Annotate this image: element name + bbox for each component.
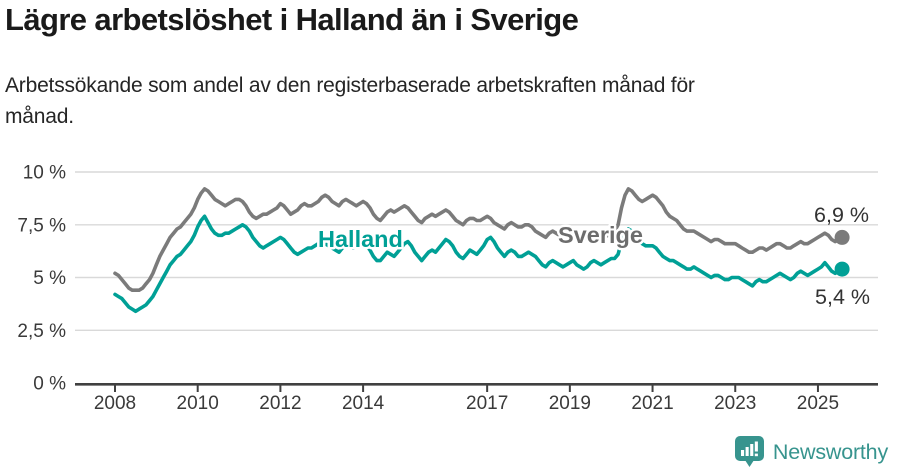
x-axis-tick-label: 2014 [342,393,385,414]
x-axis-tick-label: 2021 [631,393,673,414]
halland-line [113,214,844,314]
sverige-end-value-label: 6,9 % [814,203,869,227]
x-axis-tick-label: 2023 [714,393,756,414]
x-axis-tick-label: 2019 [549,393,591,414]
chart-subtitle-line1: Arbetssökande som andel av den registerb… [5,74,695,97]
y-axis-tick-label: 2,5 % [17,321,66,342]
newsworthy-logo: Newsworthy [734,435,888,469]
chart-title: Lägre arbetslöshet i Halland än i Sverig… [5,2,579,37]
y-axis-tick-label: 5 % [33,268,66,289]
x-axis-tick-label: 2017 [466,393,508,414]
halland-series-label: Halland [318,226,403,252]
newsworthy-logo-text: Newsworthy [772,439,888,464]
x-axis-tick-label: 2010 [177,393,219,414]
chart-subtitle: Arbetssökande som andel av den registerb… [5,70,865,132]
newsworthy-bubble-icon [734,436,764,467]
x-axis-tick-label: 2008 [94,393,136,414]
y-axis-tick-label: 10 % [23,163,66,184]
y-axis-tick-label: 0 % [33,374,66,395]
chart-subtitle-line2: månad. [5,105,74,128]
sverige-end-dot [834,229,850,245]
sverige-series-label: Sverige [558,222,643,248]
y-axis-tick-label: 7,5 % [17,215,66,236]
halland-end-dot [834,261,850,277]
x-axis-tick-label: 2025 [797,393,839,414]
sverige-line [113,187,844,293]
halland-end-value-label: 5,4 % [815,285,870,309]
x-axis-tick-label: 2012 [259,393,301,414]
